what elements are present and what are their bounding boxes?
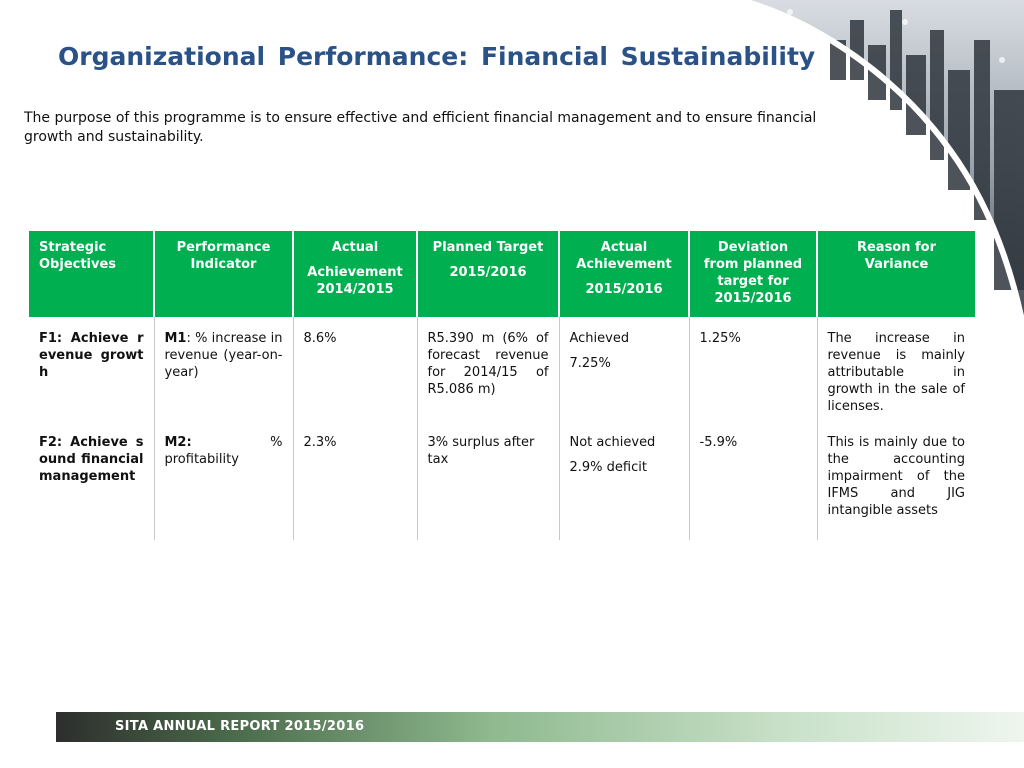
indicator-cell: M1: % increase in revenue (year-on-year) [154,317,294,428]
deviation-cell: 1.25% [689,317,818,428]
header-actual-2014-line2: Achievement 2014/2015 [307,265,403,297]
planned-target-cell: R5.390 m (6% of forecast revenue for 201… [417,317,560,428]
footer-bar [56,712,1024,742]
footer-report-label: SITA ANNUAL REPORT 2015/2016 [115,719,365,734]
header-actual-2014-line1: Actual [331,240,379,255]
reason-cell: This is mainly due to the accounting imp… [827,435,966,518]
actual-achievement-cell: Achieved 7.25% [559,317,690,428]
header-actual-achievement-line1: Actual Achievement [576,240,672,272]
indicator-code: M1 [164,331,187,346]
actual-2014-cell: 2.3% [293,428,418,540]
indicator-cell: M2: % profitability [154,428,294,540]
page-title: Organizational Performance: Financial Su… [58,42,816,71]
actual-2014-cell: 8.6% [293,317,418,428]
indicator-text: % profitability [164,435,283,467]
reason-cell: The increase in revenue is mainly attrib… [827,331,966,414]
actual-status: Achieved [569,331,630,346]
actual-value: 2.9% deficit [569,460,647,475]
header-strategic-objectives: Strategic Objectives [29,231,155,317]
actual-achievement-cell: Not achieved 2.9% deficit [559,428,690,540]
actual-value: 7.25% [569,356,611,371]
indicator-text: : % increase in revenue (year-on-year) [164,331,283,380]
deviation-cell: -5.9% [689,428,818,540]
header-reason-for-variance: Reason for Variance [817,231,975,317]
objective-cell: F1: Achieve revenue growth [29,317,155,428]
header-actual-achievement-line2: 2015/2016 [585,282,663,297]
table-row: F1: Achieve revenue growth M1: % increas… [29,317,975,428]
planned-target-cell: 3% surplus after tax [417,428,560,540]
header-planned-target: Planned Target 2015/2016 [417,231,560,317]
header-actual-2014: Actual Achievement 2014/2015 [293,231,418,317]
header-planned-target-line2: 2015/2016 [449,265,527,280]
header-planned-target-line1: Planned Target [432,240,544,255]
header-deviation: Deviation from planned target for 2015/2… [689,231,818,317]
table-row: F2: Achieve sound financial management M… [29,428,975,540]
objective-cell: F2: Achieve sound financial management [29,428,155,540]
table-header-row: Strategic Objectives Performance Indicat… [29,231,975,317]
indicator-code: M2: [164,435,192,450]
header-performance-indicator: Performance Indicator [154,231,294,317]
header-actual-achievement: Actual Achievement 2015/2016 [559,231,690,317]
intro-paragraph: The purpose of this programme is to ensu… [24,110,817,145]
actual-status: Not achieved [569,435,656,450]
performance-table: Strategic Objectives Performance Indicat… [29,231,975,540]
